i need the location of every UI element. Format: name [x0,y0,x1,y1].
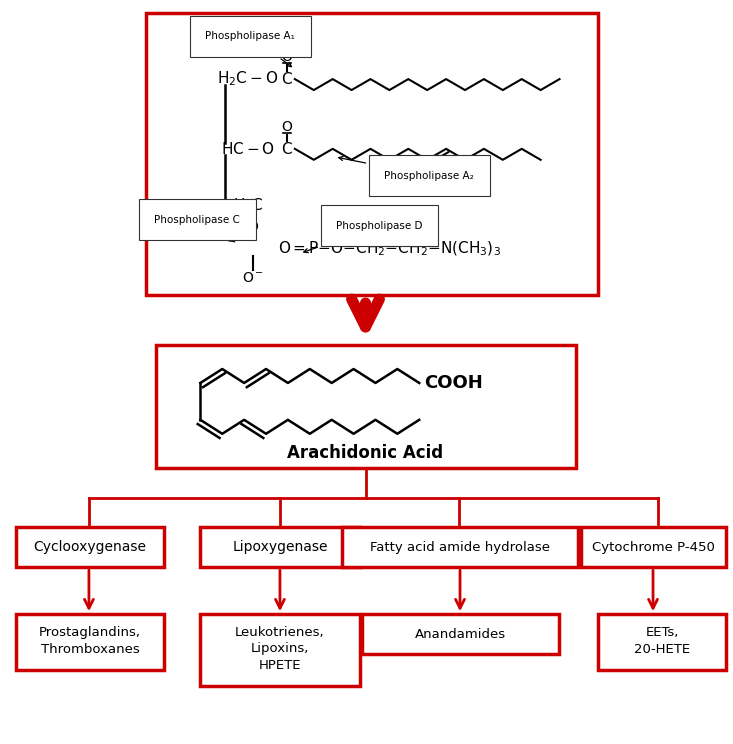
FancyBboxPatch shape [361,614,559,654]
FancyBboxPatch shape [200,527,360,567]
Text: $\mathsf{H_2C}$: $\mathsf{H_2C}$ [233,196,263,215]
Text: $\mathsf{O}$: $\mathsf{O}$ [281,120,293,134]
Text: $\mathsf{H_2C-O}$: $\mathsf{H_2C-O}$ [218,70,279,89]
Text: $\mathsf{C}$: $\mathsf{C}$ [281,141,292,157]
FancyBboxPatch shape [581,527,726,567]
Text: Arachidonic Acid: Arachidonic Acid [287,443,443,462]
Text: Prostaglandins,: Prostaglandins, [39,626,141,638]
Text: Anandamides: Anandamides [414,627,506,641]
FancyBboxPatch shape [342,527,578,567]
Text: Lipoxins,: Lipoxins, [251,643,309,655]
Text: $\mathsf{C}$: $\mathsf{C}$ [281,71,292,87]
FancyBboxPatch shape [16,527,163,567]
Text: Phospholipase D: Phospholipase D [303,220,423,253]
Text: $\mathsf{O^-}$: $\mathsf{O^-}$ [242,272,264,286]
Text: $\mathsf{O}$: $\mathsf{O}$ [281,50,293,64]
FancyBboxPatch shape [146,13,598,295]
FancyBboxPatch shape [155,345,576,468]
Text: Fatty acid amide hydrolase: Fatty acid amide hydrolase [370,541,550,554]
Text: Phospholipase A₂: Phospholipase A₂ [339,156,474,181]
Text: 20-HETE: 20-HETE [634,644,690,656]
Text: Cytochrome P-450: Cytochrome P-450 [592,541,715,554]
FancyBboxPatch shape [16,614,163,670]
Text: $\mathsf{O{=}P{-}O{-}CH_2{-}CH_2{-}N(CH_3)_3}$: $\mathsf{O{=}P{-}O{-}CH_2{-}CH_2{-}N(CH_… [278,240,501,257]
Text: Phospholipase A₁: Phospholipase A₁ [205,31,295,67]
Text: Leukotrienes,: Leukotrienes, [235,626,325,638]
Text: HPETE: HPETE [259,659,301,673]
Text: $\mathsf{O}$: $\mathsf{O}$ [247,219,259,234]
Text: COOH: COOH [424,374,483,392]
Text: EETs,: EETs, [645,626,679,638]
FancyBboxPatch shape [200,614,360,686]
Text: Cyclooxygenase: Cyclooxygenase [34,540,147,554]
Text: Thromboxanes: Thromboxanes [40,644,139,656]
Text: Phospholipase C: Phospholipase C [155,214,240,242]
Text: Lipoxygenase: Lipoxygenase [232,540,328,554]
Text: $\mathsf{HC-O}$: $\mathsf{HC-O}$ [221,141,275,157]
FancyBboxPatch shape [598,614,726,670]
